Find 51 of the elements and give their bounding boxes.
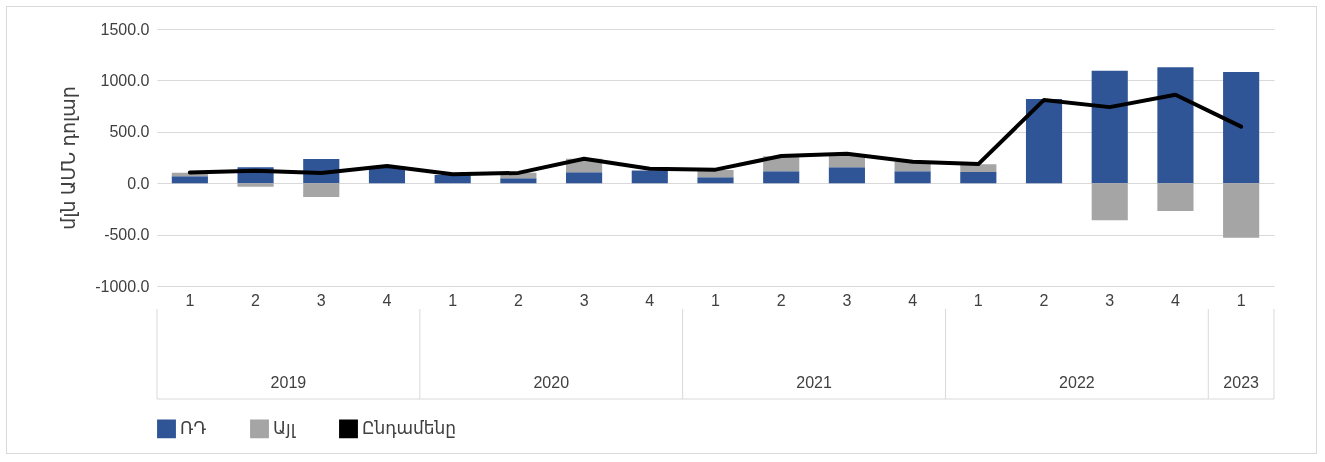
legend-label: Այլ bbox=[273, 418, 297, 438]
legend-label: Ընդամենը bbox=[362, 418, 457, 438]
y-tick-label: -500.0 bbox=[104, 226, 150, 244]
x-tick-label: 4 bbox=[645, 291, 655, 309]
legend-label: ՌԴ bbox=[180, 418, 207, 438]
text: 2021 bbox=[796, 374, 832, 391]
bar bbox=[171, 176, 208, 184]
x-tick-label: 3 bbox=[579, 291, 589, 309]
bar bbox=[1157, 183, 1194, 211]
bar bbox=[237, 183, 274, 187]
x-tick-label: 1 bbox=[1236, 291, 1246, 309]
x-tick-label: 1 bbox=[185, 291, 195, 309]
x-tick-label: 3 bbox=[1105, 291, 1115, 309]
x-tick-label: 4 bbox=[1170, 291, 1180, 309]
bar bbox=[500, 178, 537, 184]
bar bbox=[828, 167, 865, 184]
x-tick-label: 1 bbox=[973, 291, 983, 309]
y-tick-label: 1000.0 bbox=[100, 71, 150, 89]
bar bbox=[1223, 72, 1260, 184]
x-tick-label: 2 bbox=[513, 291, 523, 309]
bar bbox=[1223, 183, 1260, 238]
text: 2023 bbox=[1223, 374, 1260, 391]
y-tick-label: 500.0 bbox=[109, 123, 150, 141]
bar bbox=[1091, 70, 1128, 184]
text: 2019 bbox=[270, 374, 307, 391]
x-tick-label: 4 bbox=[908, 291, 918, 309]
x-tick-label: 3 bbox=[842, 291, 852, 309]
bar bbox=[894, 171, 931, 184]
x-tick-label: 4 bbox=[382, 291, 392, 309]
x-tick-label: 1 bbox=[711, 291, 721, 309]
x-tick-label: 2 bbox=[1039, 291, 1049, 309]
bar bbox=[303, 183, 340, 198]
bar bbox=[1091, 183, 1128, 221]
x-tick-label: 1 bbox=[448, 291, 458, 309]
y-axis-title: մլն ԱՄՆ դոլար bbox=[58, 86, 80, 230]
y-tick-label: -1000.0 bbox=[95, 277, 150, 295]
bar bbox=[1025, 99, 1063, 184]
y-tick-label: 0.0 bbox=[127, 174, 150, 192]
bar bbox=[960, 171, 997, 184]
x-tick-label: 3 bbox=[316, 291, 326, 309]
bar bbox=[763, 171, 800, 184]
y-tick-label: 1500.0 bbox=[100, 20, 150, 38]
text: 2022 bbox=[1059, 374, 1095, 391]
x-tick-label: 2 bbox=[776, 291, 786, 309]
x-tick-label: 2 bbox=[251, 291, 261, 309]
bar bbox=[1157, 67, 1194, 184]
bar bbox=[631, 170, 668, 184]
line-series bbox=[187, 92, 1244, 177]
bar bbox=[697, 177, 734, 184]
text: 2020 bbox=[533, 374, 570, 391]
bar bbox=[566, 172, 603, 184]
